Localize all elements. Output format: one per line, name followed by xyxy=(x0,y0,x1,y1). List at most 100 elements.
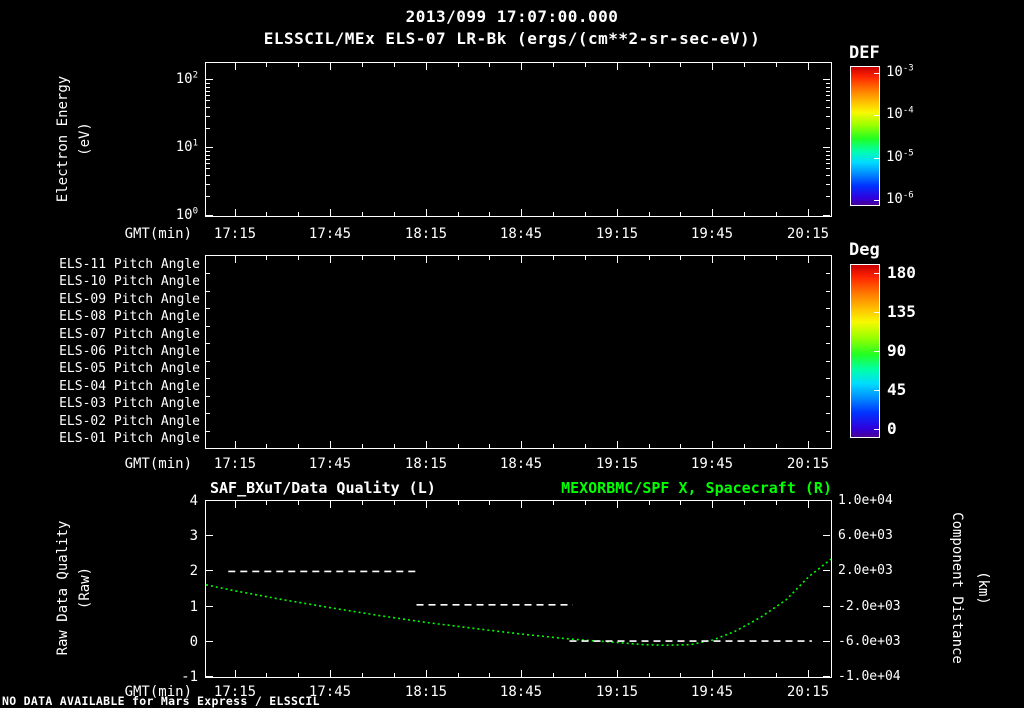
quality-tick-label: 4 xyxy=(189,493,198,509)
axis-tick xyxy=(206,641,213,642)
plot-title: ELSSCIL/MEx ELS-07 LR-Bk (ergs/(cm**2-sr… xyxy=(263,29,761,48)
axis-tick xyxy=(744,63,745,67)
deg-colorbar-tick-label: 45 xyxy=(887,380,907,399)
axis-tick xyxy=(553,63,554,67)
axis-tick xyxy=(823,79,830,80)
axis-tick xyxy=(617,256,618,263)
axis-tick xyxy=(826,431,830,432)
axis-tick xyxy=(649,212,650,216)
axis-tick xyxy=(362,501,363,505)
axis-tick xyxy=(823,676,830,677)
axis-tick xyxy=(394,212,395,216)
axis-tick xyxy=(298,673,299,677)
axis-tick xyxy=(776,673,777,677)
axis-tick xyxy=(235,441,236,448)
axis-tick xyxy=(521,670,522,677)
axis-tick xyxy=(826,196,830,197)
pitch-row-label: ELS-08 Pitch Angle xyxy=(59,309,200,324)
energy-tick-label: 102 xyxy=(175,70,198,87)
pitch-row-label: ELS-03 Pitch Angle xyxy=(59,396,200,411)
axis-tick xyxy=(458,444,459,448)
spacecraft-x-distance-curve xyxy=(206,558,831,647)
distance-tick-label: -2.0e+03 xyxy=(838,599,901,614)
axis-tick xyxy=(874,73,879,74)
axis-tick xyxy=(874,429,879,430)
axis-tick xyxy=(330,670,331,677)
axis-tick xyxy=(553,501,554,505)
axis-tick xyxy=(744,673,745,677)
axis-tick xyxy=(206,107,210,108)
axis-tick xyxy=(808,63,809,70)
deg-colorbar-tick-label: 90 xyxy=(887,341,907,360)
axis-tick xyxy=(521,501,522,508)
axis-tick xyxy=(206,535,213,536)
axis-tick xyxy=(585,673,586,677)
timeseries-title-left: SAF_BXuT/Data Quality (L) xyxy=(210,479,436,497)
axis-tick xyxy=(394,256,395,260)
axis-tick xyxy=(235,209,236,216)
axis-tick xyxy=(206,196,210,197)
deg-colorbar-tick-label: 135 xyxy=(887,302,916,321)
axis-tick xyxy=(823,606,830,607)
axis-tick xyxy=(266,444,267,448)
axis-tick xyxy=(521,63,522,70)
axis-tick xyxy=(206,163,210,164)
pitch-row-label: ELS-09 Pitch Angle xyxy=(59,292,200,307)
x-tick-label: 19:15 xyxy=(595,456,639,472)
axis-tick xyxy=(266,501,267,505)
axis-tick xyxy=(744,256,745,260)
axis-tick xyxy=(426,670,427,677)
axis-tick xyxy=(426,256,427,263)
axis-tick xyxy=(585,501,586,505)
axis-tick xyxy=(585,212,586,216)
axis-tick xyxy=(206,396,210,397)
axis-tick xyxy=(362,63,363,67)
axis-tick xyxy=(206,91,210,92)
distance-tick-label: 6.0e+03 xyxy=(838,528,893,543)
axis-tick xyxy=(330,209,331,216)
axis-tick xyxy=(206,95,210,96)
pitch-row-label: ELS-11 Pitch Angle xyxy=(59,257,200,272)
pitch-row-label: ELS-10 Pitch Angle xyxy=(59,274,200,289)
axis-tick xyxy=(298,256,299,260)
x-tick-label: 17:45 xyxy=(308,684,352,700)
axis-tick xyxy=(206,215,213,216)
pitch-row-label: ELS-01 Pitch Angle xyxy=(59,431,200,446)
x-tick-label: 20:15 xyxy=(786,226,830,242)
axis-tick xyxy=(298,212,299,216)
axis-tick xyxy=(206,273,210,274)
axis-tick xyxy=(266,63,267,67)
quality-tick-label: 3 xyxy=(189,528,198,544)
axis-tick xyxy=(617,63,618,70)
axis-tick xyxy=(206,676,213,677)
axis-tick xyxy=(649,444,650,448)
axis-tick xyxy=(826,155,830,156)
axis-tick xyxy=(712,441,713,448)
axis-tick xyxy=(826,95,830,96)
axis-tick xyxy=(826,100,830,101)
axis-tick xyxy=(426,501,427,508)
axis-tick xyxy=(826,361,830,362)
axis-tick xyxy=(426,209,427,216)
quality-tick-label: -1 xyxy=(181,669,198,685)
axis-tick xyxy=(206,79,213,80)
axis-tick xyxy=(826,184,830,185)
axis-tick xyxy=(553,444,554,448)
axis-tick xyxy=(823,535,830,536)
axis-tick xyxy=(823,570,830,571)
axis-tick xyxy=(458,212,459,216)
axis-tick xyxy=(362,256,363,260)
axis-tick xyxy=(394,673,395,677)
axis-tick xyxy=(235,670,236,677)
axis-tick xyxy=(649,501,650,505)
axis-tick xyxy=(553,673,554,677)
x-tick-label: 18:15 xyxy=(404,456,448,472)
def-colorbar-tick-label: 10-5 xyxy=(886,148,914,165)
x-tick-label: 18:15 xyxy=(404,684,448,700)
quality-tick-label: 1 xyxy=(189,599,198,615)
axis-tick xyxy=(206,570,213,571)
axis-tick xyxy=(649,673,650,677)
axis-tick xyxy=(489,673,490,677)
axis-tick xyxy=(489,63,490,67)
axis-tick xyxy=(826,116,830,117)
